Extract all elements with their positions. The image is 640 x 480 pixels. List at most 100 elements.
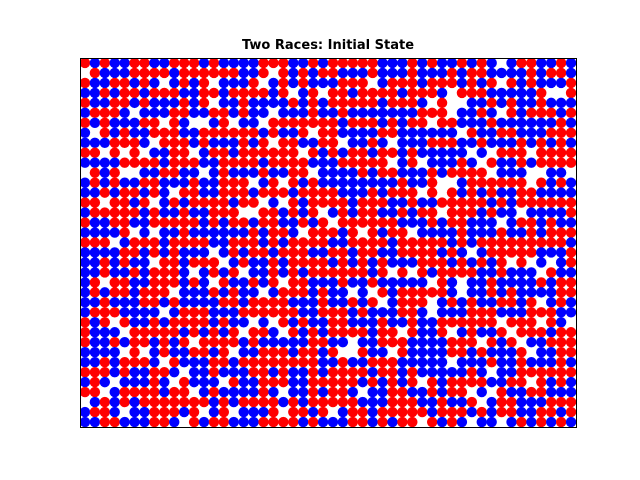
agent-point-red — [446, 77, 458, 89]
agent-point-red — [327, 317, 339, 328]
agent-point-red — [456, 167, 468, 178]
agent-point-red — [357, 87, 368, 99]
agent-point-blue — [198, 247, 210, 258]
agent-point-red — [327, 267, 339, 278]
agent-point-blue — [238, 167, 249, 178]
agent-point-red — [407, 237, 418, 248]
agent-point-blue — [407, 137, 418, 148]
agent-point-red — [327, 347, 339, 358]
agent-point-blue — [119, 337, 130, 348]
agent-point-red — [516, 366, 527, 378]
agent-point-red — [119, 366, 130, 378]
agent-point-blue — [188, 97, 200, 109]
agent-point-blue — [446, 307, 458, 318]
agent-point-red — [456, 337, 468, 348]
agent-point-blue — [397, 147, 408, 158]
agent-point-red — [377, 406, 388, 418]
agent-point-blue — [526, 406, 537, 418]
agent-point-red — [198, 396, 210, 408]
agent-point-blue — [288, 127, 299, 138]
agent-point-red — [426, 287, 438, 298]
agent-point-red — [248, 337, 259, 348]
agent-point-red — [565, 197, 576, 208]
agent-point-red — [446, 217, 458, 228]
agent-point-red — [367, 117, 378, 129]
agent-point-red — [218, 177, 230, 188]
agent-point-blue — [486, 297, 497, 308]
agent-point-red — [159, 277, 170, 288]
agent-point-blue — [476, 147, 487, 158]
agent-point-red — [159, 257, 170, 268]
agent-point-blue — [367, 396, 378, 408]
agent-point-red — [357, 147, 368, 158]
agent-point-red — [89, 277, 101, 288]
agent-point-red — [159, 416, 170, 427]
agent-point-red — [288, 307, 299, 318]
agent-point-red — [555, 137, 567, 148]
agent-point-red — [149, 317, 160, 328]
agent-point-red — [298, 117, 309, 129]
agent-point-blue — [228, 167, 239, 178]
agent-point-red — [169, 327, 180, 338]
agent-point-blue — [228, 317, 239, 328]
agent-point-blue — [516, 406, 527, 418]
agent-point-blue — [228, 97, 239, 109]
agent-point-blue — [129, 317, 140, 328]
agent-point-red — [80, 117, 91, 129]
agent-point-blue — [506, 366, 517, 378]
agent-point-blue — [496, 307, 507, 318]
agent-point-blue — [228, 137, 239, 148]
agent-point-blue — [516, 67, 527, 79]
agent-point-red — [188, 197, 200, 208]
agent-point-blue — [298, 396, 309, 408]
agent-point-blue — [436, 157, 448, 168]
agent-point-red — [288, 207, 299, 218]
agent-point-red — [506, 97, 517, 109]
agent-point-blue — [397, 376, 408, 388]
agent-point-blue — [397, 197, 408, 208]
agent-point-blue — [387, 177, 398, 188]
agent-point-red — [218, 127, 230, 138]
agent-point-red — [178, 77, 190, 89]
agent-point-blue — [169, 67, 180, 79]
agent-point-blue — [486, 107, 497, 119]
agent-point-red — [516, 58, 527, 69]
agent-point-blue — [89, 327, 101, 338]
agent-point-red — [288, 197, 299, 208]
agent-point-red — [555, 147, 567, 158]
agent-point-blue — [555, 167, 567, 178]
agent-point-blue — [288, 337, 299, 348]
agent-point-red — [139, 297, 150, 308]
agent-point-red — [80, 147, 91, 158]
agent-point-red — [169, 317, 180, 328]
agent-point-red — [565, 247, 576, 258]
agent-point-red — [198, 337, 210, 348]
agent-point-red — [555, 287, 567, 298]
agent-point-red — [426, 77, 438, 89]
agent-point-blue — [109, 257, 120, 268]
agent-point-blue — [188, 356, 200, 368]
agent-point-blue — [486, 406, 497, 418]
agent-point-red — [258, 416, 269, 427]
agent-point-red — [149, 87, 160, 99]
agent-point-blue — [446, 396, 458, 408]
agent-point-red — [357, 307, 368, 318]
agent-point-blue — [169, 77, 180, 89]
agent-point-red — [169, 297, 180, 308]
agent-point-blue — [89, 317, 101, 328]
agent-point-red — [119, 396, 130, 408]
agent-point-blue — [80, 207, 91, 218]
agent-point-blue — [367, 406, 378, 418]
agent-point-blue — [268, 366, 279, 378]
agent-point-red — [486, 207, 497, 218]
agent-point-blue — [526, 416, 537, 427]
agent-point-blue — [178, 347, 190, 358]
agent-point-red — [208, 107, 220, 119]
agent-point-red — [89, 147, 101, 158]
agent-point-blue — [377, 77, 388, 89]
agent-point-blue — [546, 327, 557, 338]
agent-point-red — [139, 337, 150, 348]
agent-point-blue — [347, 207, 358, 218]
agent-point-red — [516, 157, 527, 168]
agent-point-blue — [129, 396, 140, 408]
